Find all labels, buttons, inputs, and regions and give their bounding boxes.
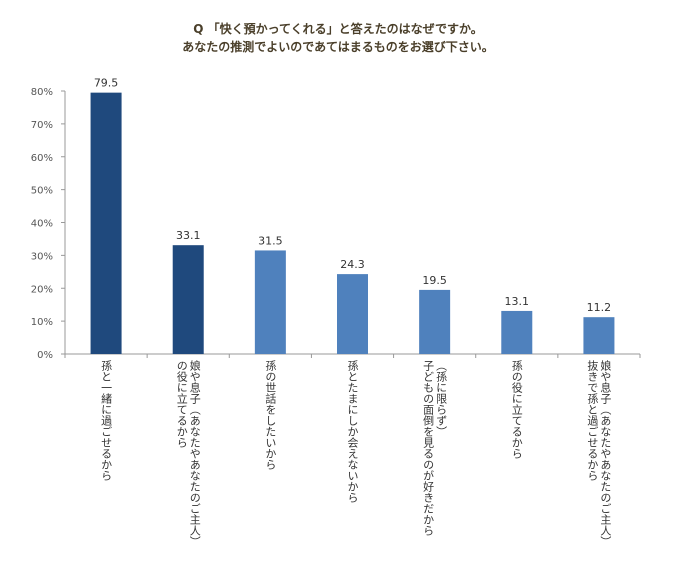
chart-title-line-2: あなたの推測でよいのであてはまるものをお選び下さい。 bbox=[182, 40, 494, 54]
category-label-line: （孫に限らず） bbox=[434, 360, 448, 437]
chart-title-line-1: Q 「快く預かってくれる」と答えたのはなぜですか。 bbox=[193, 22, 483, 36]
category-label: （孫に限らず） 子どもの面倒を見るのが好きだから bbox=[422, 360, 448, 536]
category-label-line: 娘や息子（あなたやあなたのご主人） bbox=[188, 360, 202, 547]
y-tick-label: 60% bbox=[31, 153, 53, 164]
category-label-line: 孫と一緒に過ごせるから bbox=[99, 360, 113, 481]
category-label-line: 抜きで孫と過ごせるから bbox=[585, 360, 599, 481]
category-label-line: 子どもの面倒を見るのが好きだから bbox=[421, 360, 435, 536]
bar bbox=[90, 92, 122, 355]
data-label: 11.2 bbox=[587, 301, 612, 314]
y-tick-label: 30% bbox=[31, 251, 53, 262]
category-label-line: の役に立てるから bbox=[175, 360, 189, 448]
y-tick-label: 20% bbox=[31, 284, 53, 295]
category-label-line: 孫の世話をしたいから bbox=[263, 360, 277, 470]
data-label: 33.1 bbox=[176, 229, 201, 242]
data-label: 79.5 bbox=[94, 77, 119, 90]
bar bbox=[501, 310, 533, 354]
category-label-line: 孫の役に立てるから bbox=[510, 360, 524, 459]
bar bbox=[337, 274, 368, 354]
category-label-line: 娘や息子（あなたやあなたのご主人） bbox=[598, 360, 612, 547]
data-label: 31.5 bbox=[258, 234, 283, 247]
category-label-line: 孫とたまにしか会えないから bbox=[346, 360, 359, 503]
category-label: 孫の役に立てるから bbox=[510, 360, 523, 459]
y-tick-label: 70% bbox=[31, 120, 53, 131]
y-tick-label: 0% bbox=[37, 350, 53, 361]
data-label: 13.1 bbox=[505, 295, 530, 308]
category-label: 孫と一緒に過ごせるから bbox=[100, 360, 113, 481]
y-tick-label: 50% bbox=[31, 186, 53, 197]
category-label: 娘や息子（あなたやあなたのご主人） の役に立てるから bbox=[175, 360, 201, 547]
category-label: 娘や息子（あなたやあなたのご主人） 抜きで孫と過ごせるから bbox=[586, 360, 612, 547]
bar bbox=[419, 289, 451, 354]
category-label: 孫の世話をしたいから bbox=[264, 360, 277, 470]
bar bbox=[583, 317, 615, 354]
category-label: 孫とたまにしか会えないから bbox=[346, 360, 359, 503]
bar bbox=[254, 250, 286, 354]
y-tick-label: 80% bbox=[31, 87, 53, 98]
bar bbox=[172, 245, 204, 354]
data-label: 24.3 bbox=[340, 258, 365, 271]
y-tick-label: 10% bbox=[31, 317, 53, 328]
y-tick-label: 40% bbox=[31, 219, 53, 230]
data-label: 19.5 bbox=[422, 274, 447, 287]
